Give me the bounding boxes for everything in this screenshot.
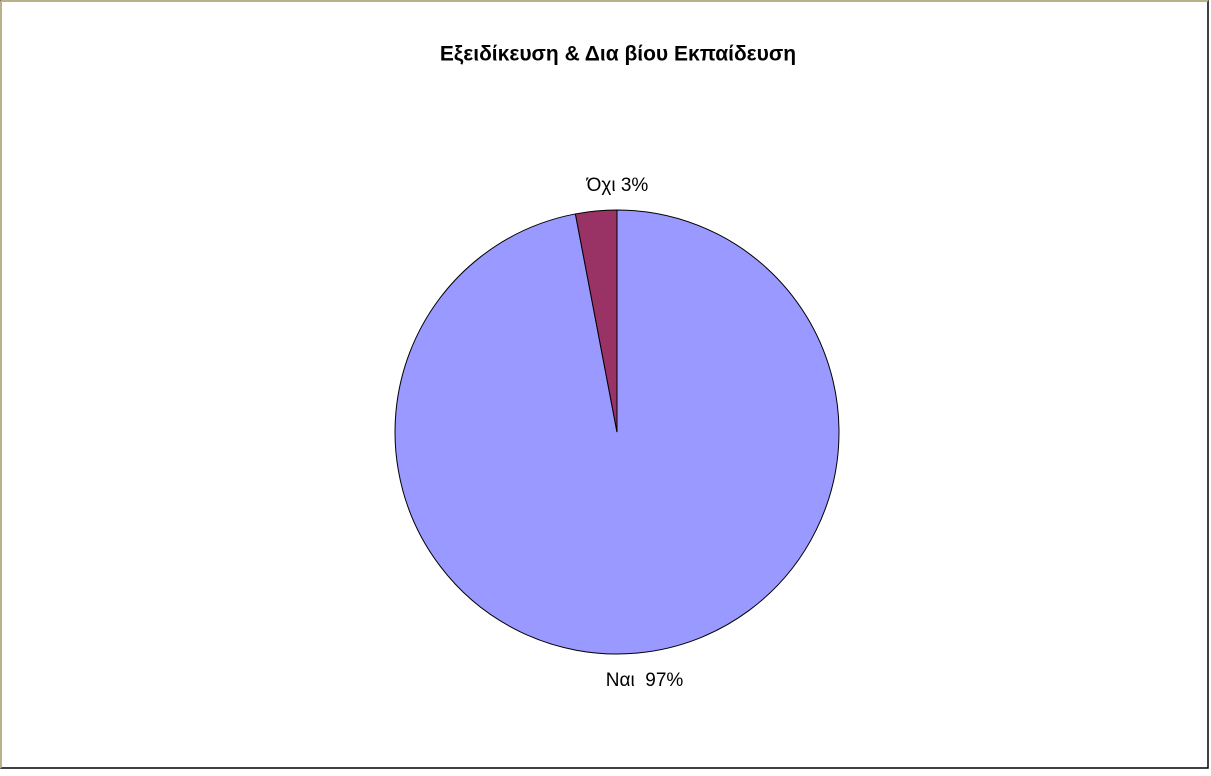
chart-title: Εξειδίκευση & Δια βίου Εκπαίδευση (440, 43, 796, 66)
data-label: Όχι 3% (586, 175, 649, 196)
data-label: Ναι 97% (606, 670, 684, 691)
pie (394, 209, 840, 655)
pie-slice (574, 209, 618, 433)
